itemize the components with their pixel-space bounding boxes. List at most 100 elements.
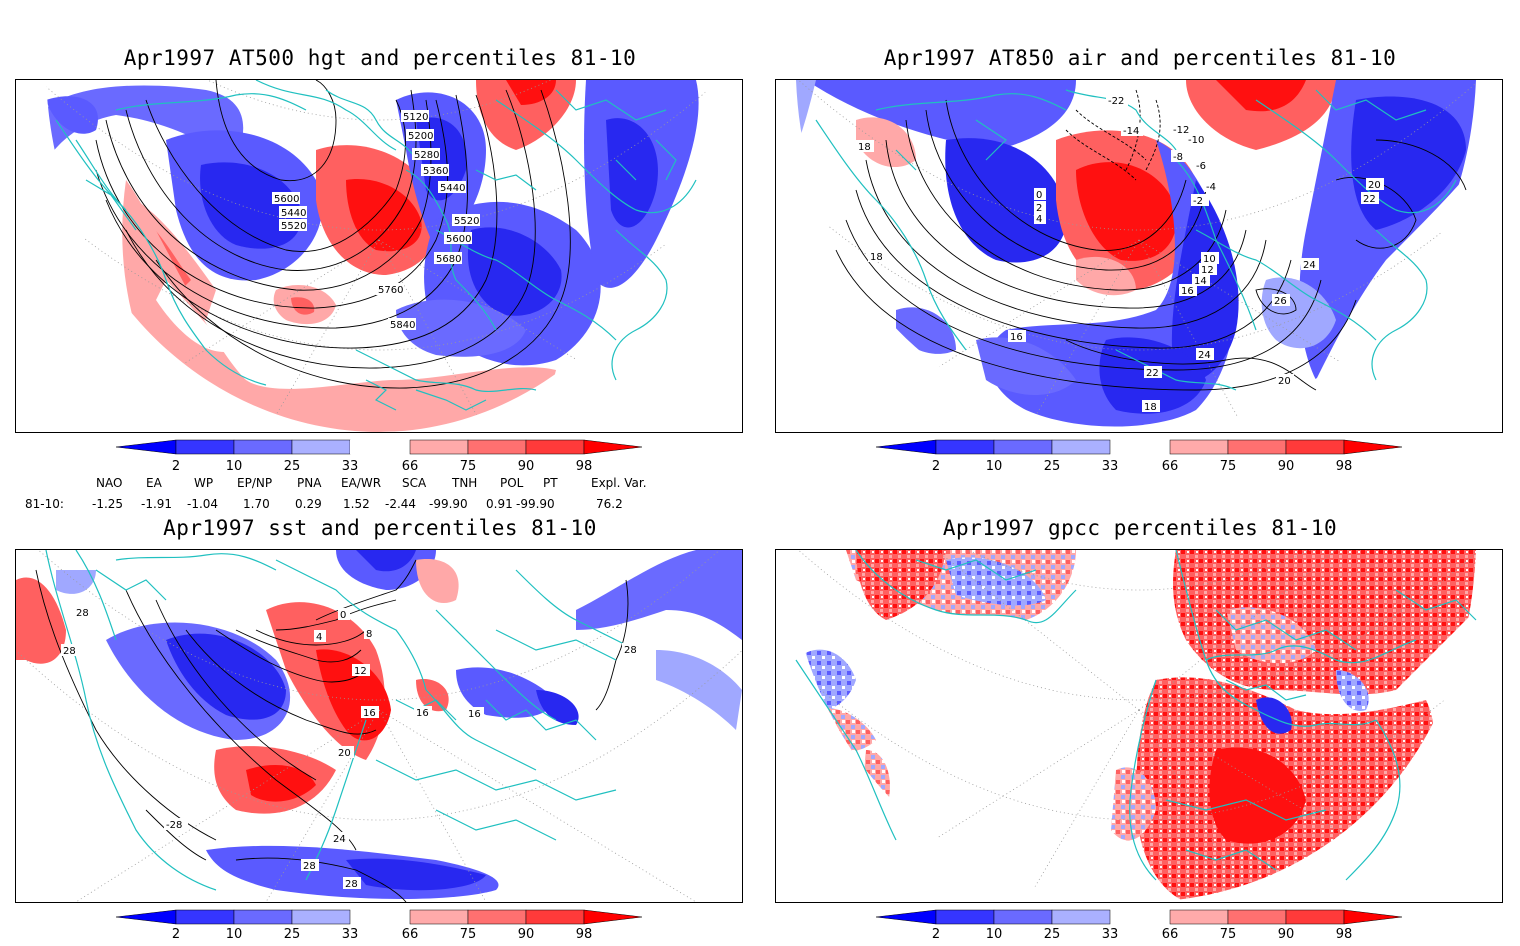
contour-label: 20 [1276, 374, 1294, 387]
contour-label: 5520 [279, 219, 307, 232]
contour-label: -28 [164, 818, 188, 831]
contour-label: 20 [336, 746, 354, 759]
index-value-pna: 0.29 [295, 497, 322, 511]
colorbar-label: 66 [1162, 459, 1179, 474]
svg-text:12: 12 [354, 666, 367, 677]
index-header-pna: PNA [297, 476, 322, 490]
contour-label: 5440 [438, 181, 466, 194]
index-value-ea: -1.91 [141, 497, 173, 511]
svg-text:-28: -28 [166, 820, 182, 831]
svg-text:24: 24 [1303, 260, 1316, 271]
colorbar-label: 90 [1278, 459, 1295, 474]
index-value-pol: 0.91 [486, 497, 513, 511]
colorbar-label: 90 [518, 927, 535, 942]
colorbar-swatches: 2 10 25 33 66 75 90 98 [115, 439, 643, 474]
colorbar-label: 25 [1044, 927, 1061, 942]
map-sst: 28 28 0 4 8 12 16 16 16 20 24 28 28 -28 … [15, 549, 743, 903]
svg-text:24: 24 [333, 834, 346, 845]
contour-label: -22 [1106, 94, 1128, 107]
colorbar-label: 75 [460, 927, 477, 942]
contour-label: -8 [1171, 150, 1189, 163]
anomaly-shading [776, 80, 1502, 427]
contour-label: 2 [1034, 201, 1046, 214]
index-value-eawr: 1.52 [343, 497, 370, 511]
colorbar-label: 90 [518, 459, 535, 474]
svg-text:14: 14 [1194, 276, 1207, 287]
colorbar-label: 10 [226, 927, 243, 942]
svg-text:10: 10 [1203, 254, 1216, 265]
colorbar-label: 66 [402, 927, 419, 942]
index-header-explvar: Expl. Var. [591, 476, 647, 490]
colorbar-label: 2 [932, 927, 940, 942]
svg-text:0: 0 [1036, 190, 1042, 201]
svg-text:22: 22 [1363, 194, 1376, 205]
index-header-eawr: EA/WR [341, 476, 382, 490]
contour-label: 18 [868, 250, 886, 263]
svg-text:18: 18 [1144, 402, 1157, 413]
coastlines [795, 550, 1477, 881]
contour-label: 14 [1192, 274, 1210, 287]
contour-label: 5600 [444, 232, 472, 245]
contour-label: 10 [1201, 252, 1219, 265]
panel-title-gpcc: Apr1997 gpcc percentiles 81-10 [942, 516, 1338, 540]
colorbar-label: 66 [1162, 927, 1179, 942]
svg-text:18: 18 [870, 252, 883, 263]
contour-label: -6 [1194, 159, 1212, 172]
contour-label: -14 [1121, 124, 1143, 137]
index-header-pol: POL [500, 476, 524, 490]
colorbar-label: 98 [1336, 927, 1353, 942]
contour-label: 16 [414, 706, 432, 719]
svg-text:16: 16 [416, 708, 429, 719]
index-value-epnp: 1.70 [243, 497, 270, 511]
coastlines [815, 89, 1457, 391]
index-header-ea: EA [146, 476, 162, 490]
hemisphere-mask [776, 80, 1502, 432]
svg-text:28: 28 [303, 861, 316, 872]
svg-text:5520: 5520 [454, 216, 479, 227]
anomaly-shading [16, 550, 742, 899]
contour-label: 28 [343, 877, 361, 890]
map-gpcc [775, 549, 1503, 903]
svg-text:20: 20 [338, 748, 351, 759]
contour-label: 5840 [388, 318, 416, 331]
index-row-label: 81-10: [25, 497, 64, 511]
colorbar-label: 33 [342, 459, 359, 474]
contour-label: 12 [352, 664, 370, 677]
colorbar-swatches: 2 10 25 33 66 75 90 98 [875, 439, 1403, 474]
svg-text:-2: -2 [1193, 196, 1203, 207]
contour-label: 5600 [272, 192, 300, 205]
svg-text:5760: 5760 [378, 285, 403, 296]
svg-text:24: 24 [1198, 350, 1211, 361]
contour-labels: 28 28 0 4 8 12 16 16 16 20 24 28 28 -28 … [61, 606, 640, 890]
svg-text:-4: -4 [1206, 182, 1216, 193]
colorbar-gpcc: 2 10 25 33 66 75 90 98 [875, 909, 1416, 946]
contour-label: 24 [1196, 348, 1214, 361]
svg-text:-8: -8 [1173, 152, 1183, 163]
svg-text:-22: -22 [1108, 96, 1124, 107]
svg-text:-10: -10 [1188, 135, 1204, 146]
svg-text:16: 16 [1181, 286, 1194, 297]
colorbar-label: 90 [1278, 927, 1295, 942]
svg-text:-14: -14 [1123, 126, 1139, 137]
colorbar-sst: 2 10 25 33 66 75 90 98 [115, 909, 656, 946]
contour-label: 5680 [434, 252, 462, 265]
svg-text:28: 28 [63, 646, 76, 657]
svg-text:8: 8 [366, 629, 372, 640]
svg-text:0: 0 [340, 610, 346, 621]
colorbar-label: 75 [1220, 459, 1237, 474]
index-value-explvar: 76.2 [596, 497, 623, 511]
colorbar-label: 98 [576, 459, 593, 474]
svg-text:16: 16 [363, 708, 376, 719]
coastlines [45, 550, 637, 891]
colorbar-label: 66 [402, 459, 419, 474]
colorbar-label: 98 [576, 927, 593, 942]
colorbar-label: 25 [284, 459, 301, 474]
index-header-wp: WP [194, 476, 214, 490]
svg-text:18: 18 [858, 142, 871, 153]
panel-title-air850: Apr1997 AT850 air and percentiles 81-10 [883, 46, 1397, 70]
colorbar-label: 2 [932, 459, 940, 474]
index-value-pt: -99.90 [516, 497, 555, 511]
colorbar-swatches: 2 10 25 33 66 75 90 98 [115, 909, 643, 942]
index-value-nao: -1.25 [92, 497, 124, 511]
contour-label: 0 [1034, 188, 1046, 201]
